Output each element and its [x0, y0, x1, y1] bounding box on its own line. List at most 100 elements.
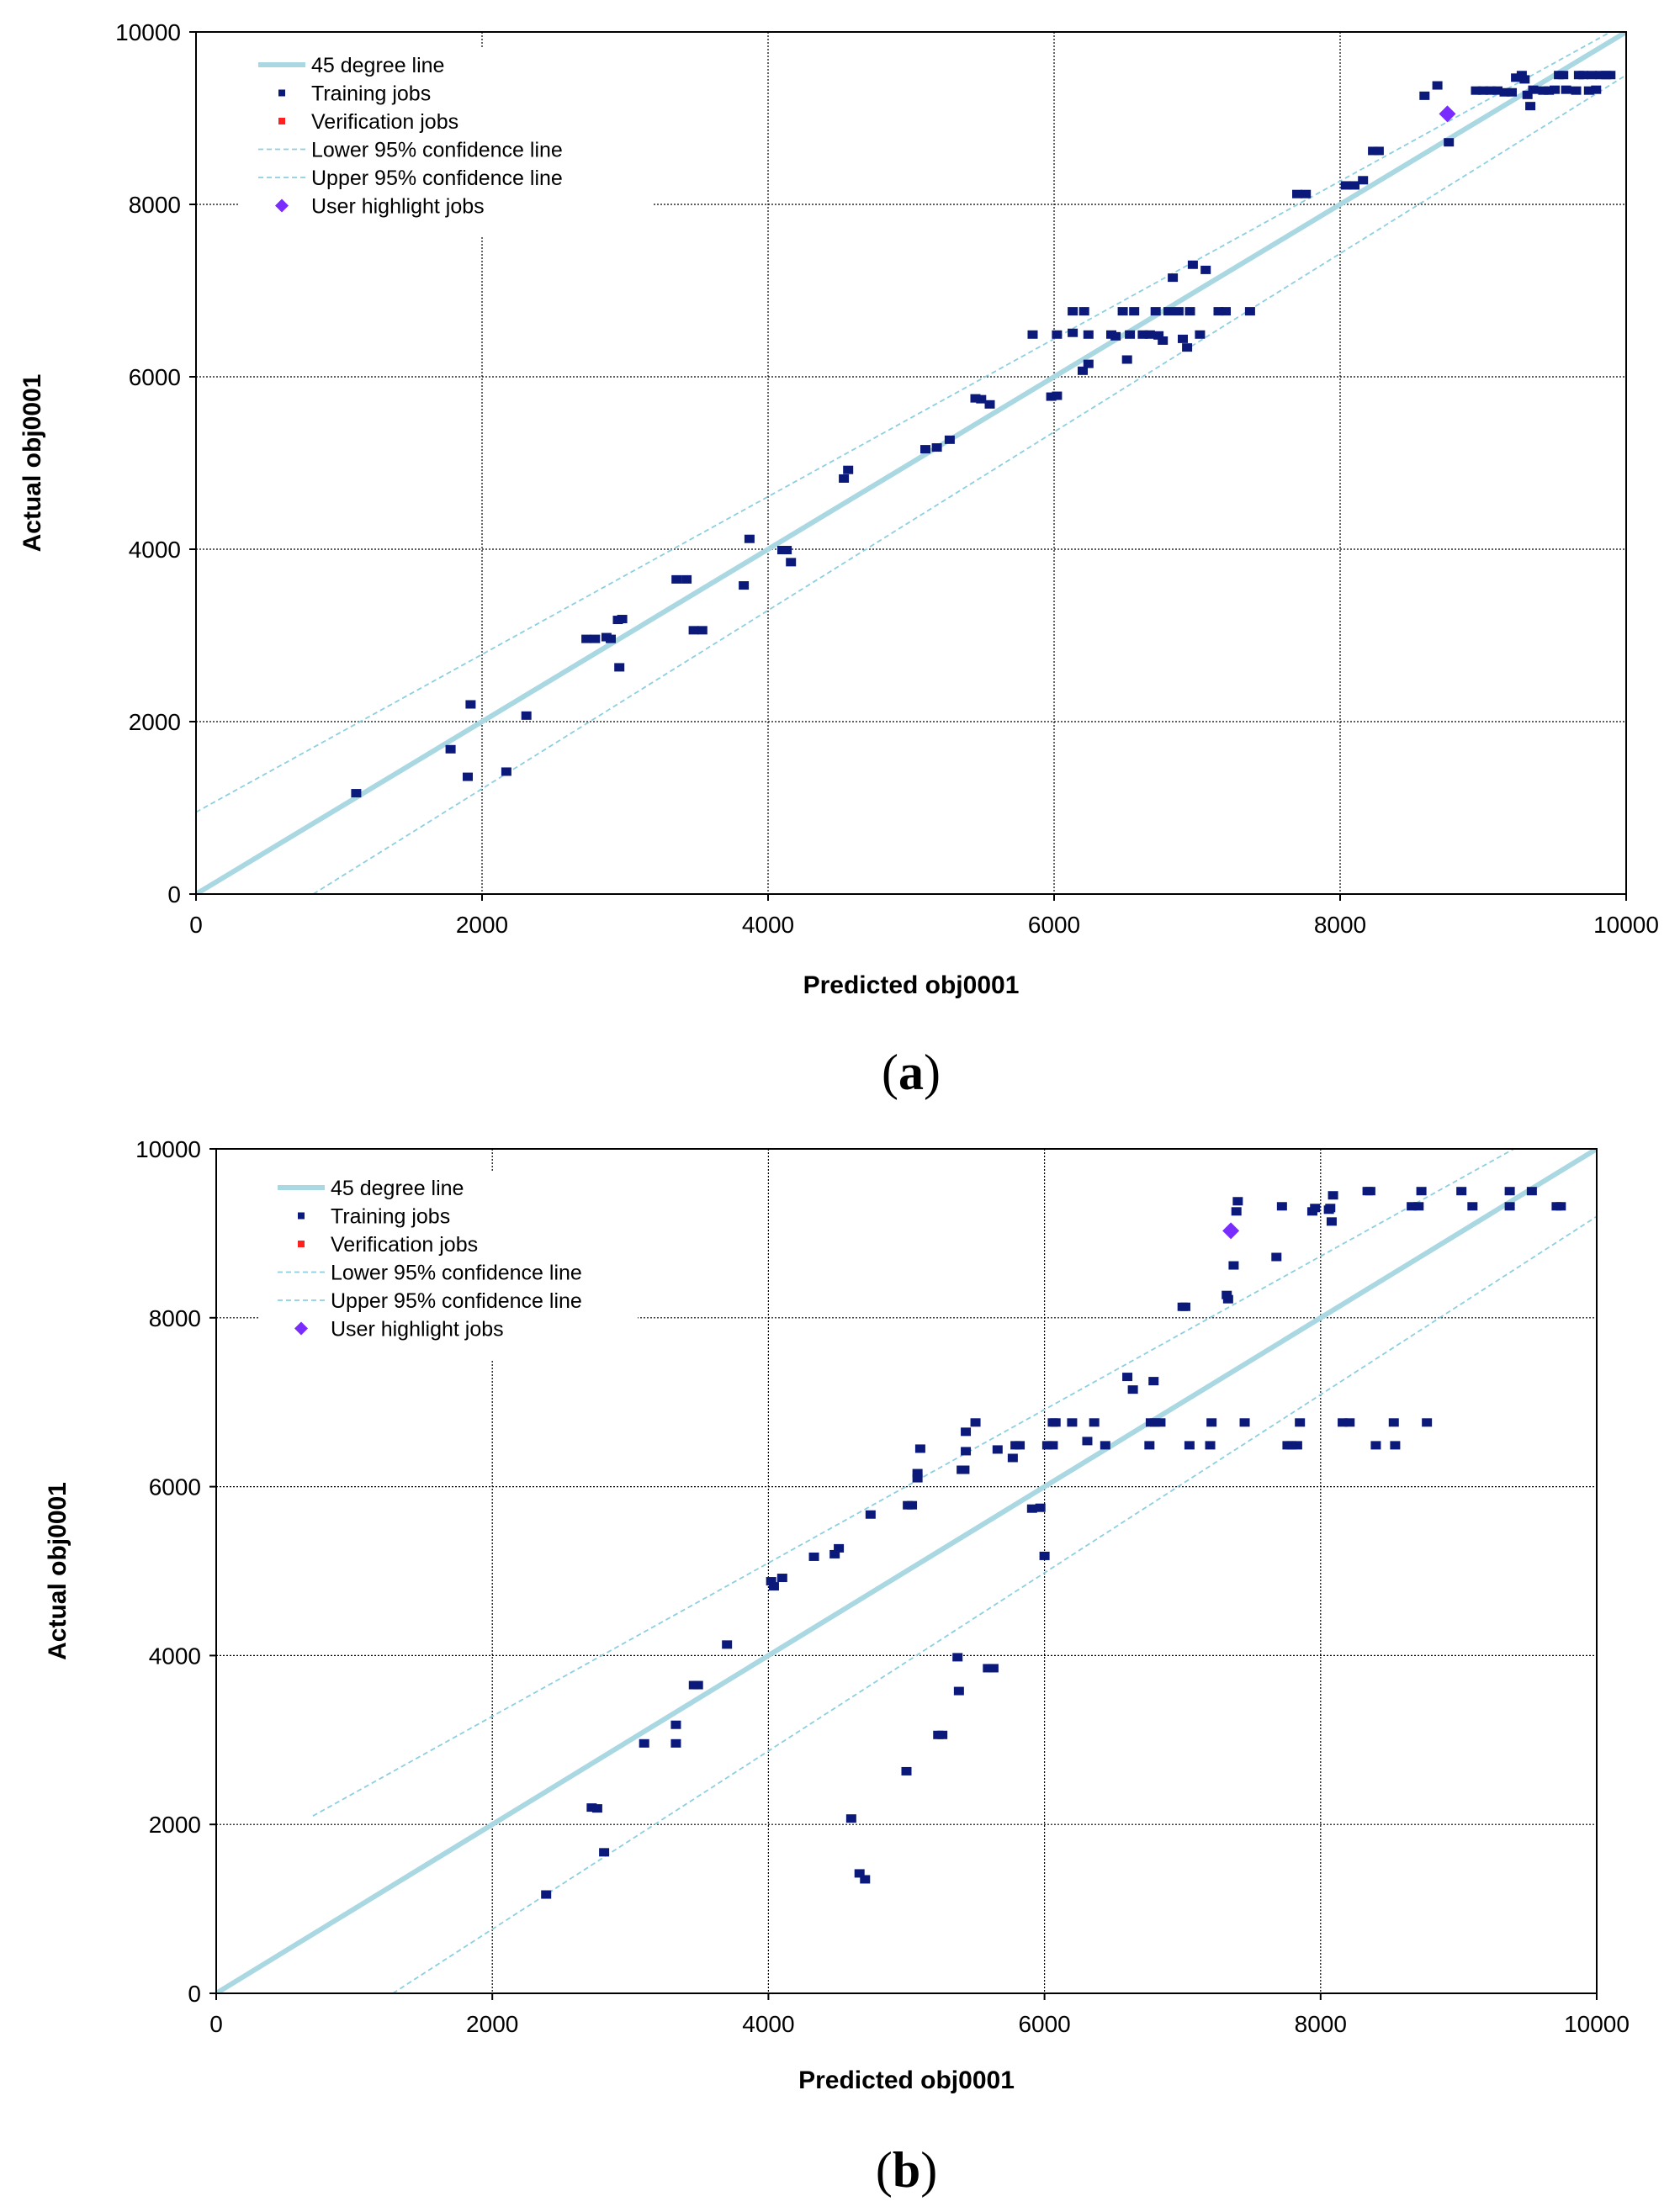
- training-point: [1407, 1202, 1418, 1211]
- training-point: [1173, 307, 1184, 316]
- training-point: [912, 1474, 923, 1483]
- training-point: [1555, 1202, 1566, 1211]
- training-point: [1078, 366, 1088, 375]
- x-tick-label: 8000: [1295, 2011, 1347, 2037]
- training-point: [1050, 1418, 1061, 1427]
- training-point: [1558, 71, 1569, 80]
- training-point: [865, 1510, 876, 1519]
- training-point: [1419, 91, 1430, 100]
- training-point: [1244, 307, 1255, 316]
- training-point: [1052, 330, 1063, 339]
- training-point: [952, 1653, 963, 1662]
- training-point: [465, 700, 476, 709]
- training-point: [351, 789, 362, 798]
- training-point: [1122, 1373, 1133, 1382]
- training-point: [1232, 1197, 1243, 1206]
- line-45-degree: [216, 1149, 1597, 1993]
- training-point: [1228, 1261, 1239, 1270]
- training-point: [670, 1720, 681, 1729]
- training-point: [1205, 1441, 1216, 1450]
- training-point: [1522, 90, 1533, 99]
- training-point: [1231, 1207, 1242, 1216]
- training-point: [1039, 1551, 1050, 1560]
- training-point: [1550, 85, 1560, 94]
- training-point: [614, 663, 625, 672]
- y-tick-label: 8000: [129, 192, 181, 218]
- training-point: [1422, 1418, 1433, 1427]
- training-point: [521, 711, 532, 720]
- training-point: [1525, 102, 1536, 111]
- training-point: [1047, 1441, 1058, 1450]
- training-point: [1150, 307, 1161, 316]
- training-point: [1121, 355, 1132, 364]
- legend-training-symbol: [278, 89, 285, 97]
- training-point: [1027, 330, 1038, 339]
- x-tick-label: 4000: [742, 912, 794, 938]
- training-point: [1149, 1418, 1160, 1427]
- training-point: [1148, 1377, 1159, 1386]
- training-point: [1178, 334, 1188, 343]
- chart-panel-a: 0 2000 4000 6000 8000 10000 0 2000 4000 6000 8000 1…: [19, 19, 1659, 1100]
- training-point: [984, 400, 995, 409]
- training-point: [1187, 260, 1198, 269]
- x-tick-label: 2000: [466, 2011, 518, 2037]
- y-tick-label: 6000: [149, 1474, 201, 1500]
- training-point: [591, 1804, 602, 1813]
- training-point: [1504, 1202, 1515, 1211]
- training-point: [1222, 1294, 1233, 1304]
- legend-highlight-symbol: [294, 1321, 308, 1336]
- training-point: [786, 558, 797, 567]
- training-point: [944, 435, 955, 444]
- training-point: [670, 1738, 681, 1748]
- training-point: [1605, 71, 1616, 80]
- training-point: [1144, 1441, 1155, 1450]
- training-point: [1182, 343, 1193, 352]
- training-point: [1168, 273, 1179, 283]
- training-point: [1595, 71, 1606, 80]
- training-point: [1179, 1302, 1190, 1311]
- training-point: [586, 1803, 597, 1812]
- y-tick-label: 4000: [149, 1643, 201, 1669]
- training-point: [1326, 1217, 1337, 1226]
- training-point: [697, 626, 708, 635]
- x-tick-label: 8000: [1314, 912, 1366, 938]
- training-point: [445, 744, 456, 754]
- plot-frame: [215, 1148, 1598, 1994]
- training-point: [1578, 71, 1588, 80]
- training-point: [1325, 1204, 1336, 1213]
- training-point: [541, 1890, 552, 1899]
- training-point: [1561, 85, 1571, 94]
- training-point: [1370, 1441, 1381, 1450]
- training-point: [1153, 331, 1164, 340]
- training-point: [1471, 86, 1481, 95]
- training-point: [1015, 1441, 1025, 1450]
- legend-label: User highlight jobs: [331, 1318, 504, 1341]
- training-point: [912, 1468, 923, 1478]
- legend-label: User highlight jobs: [311, 195, 485, 219]
- training-point: [782, 546, 792, 555]
- x-tick-label: 10000: [1593, 912, 1659, 938]
- training-point: [1276, 1202, 1287, 1211]
- training-point: [766, 1577, 776, 1586]
- panel-label: (a): [882, 1045, 941, 1100]
- training-point: [976, 394, 987, 404]
- y-tick-label: 0: [188, 1981, 201, 2007]
- training-point: [590, 634, 601, 643]
- legend: 45 degree line Training jobs Verification …: [259, 1171, 638, 1360]
- training-point: [1511, 73, 1522, 82]
- x-tick-label: 6000: [1028, 912, 1080, 938]
- training-point: [1046, 392, 1057, 401]
- gridlines: [196, 32, 1626, 894]
- x-tick-label: 4000: [742, 2011, 794, 2037]
- training-point: [1158, 336, 1169, 345]
- training-point: [1213, 307, 1224, 316]
- training-point: [606, 634, 616, 643]
- training-point: [983, 1664, 994, 1673]
- training-point: [1291, 1441, 1302, 1450]
- training-point: [914, 1444, 925, 1453]
- y-tick-label: 10000: [115, 19, 181, 45]
- legend-label: Lower 95% confidence line: [331, 1262, 582, 1285]
- training-point: [463, 772, 473, 781]
- legend-label: 45 degree line: [331, 1177, 464, 1200]
- legend-label: Verification jobs: [331, 1233, 478, 1257]
